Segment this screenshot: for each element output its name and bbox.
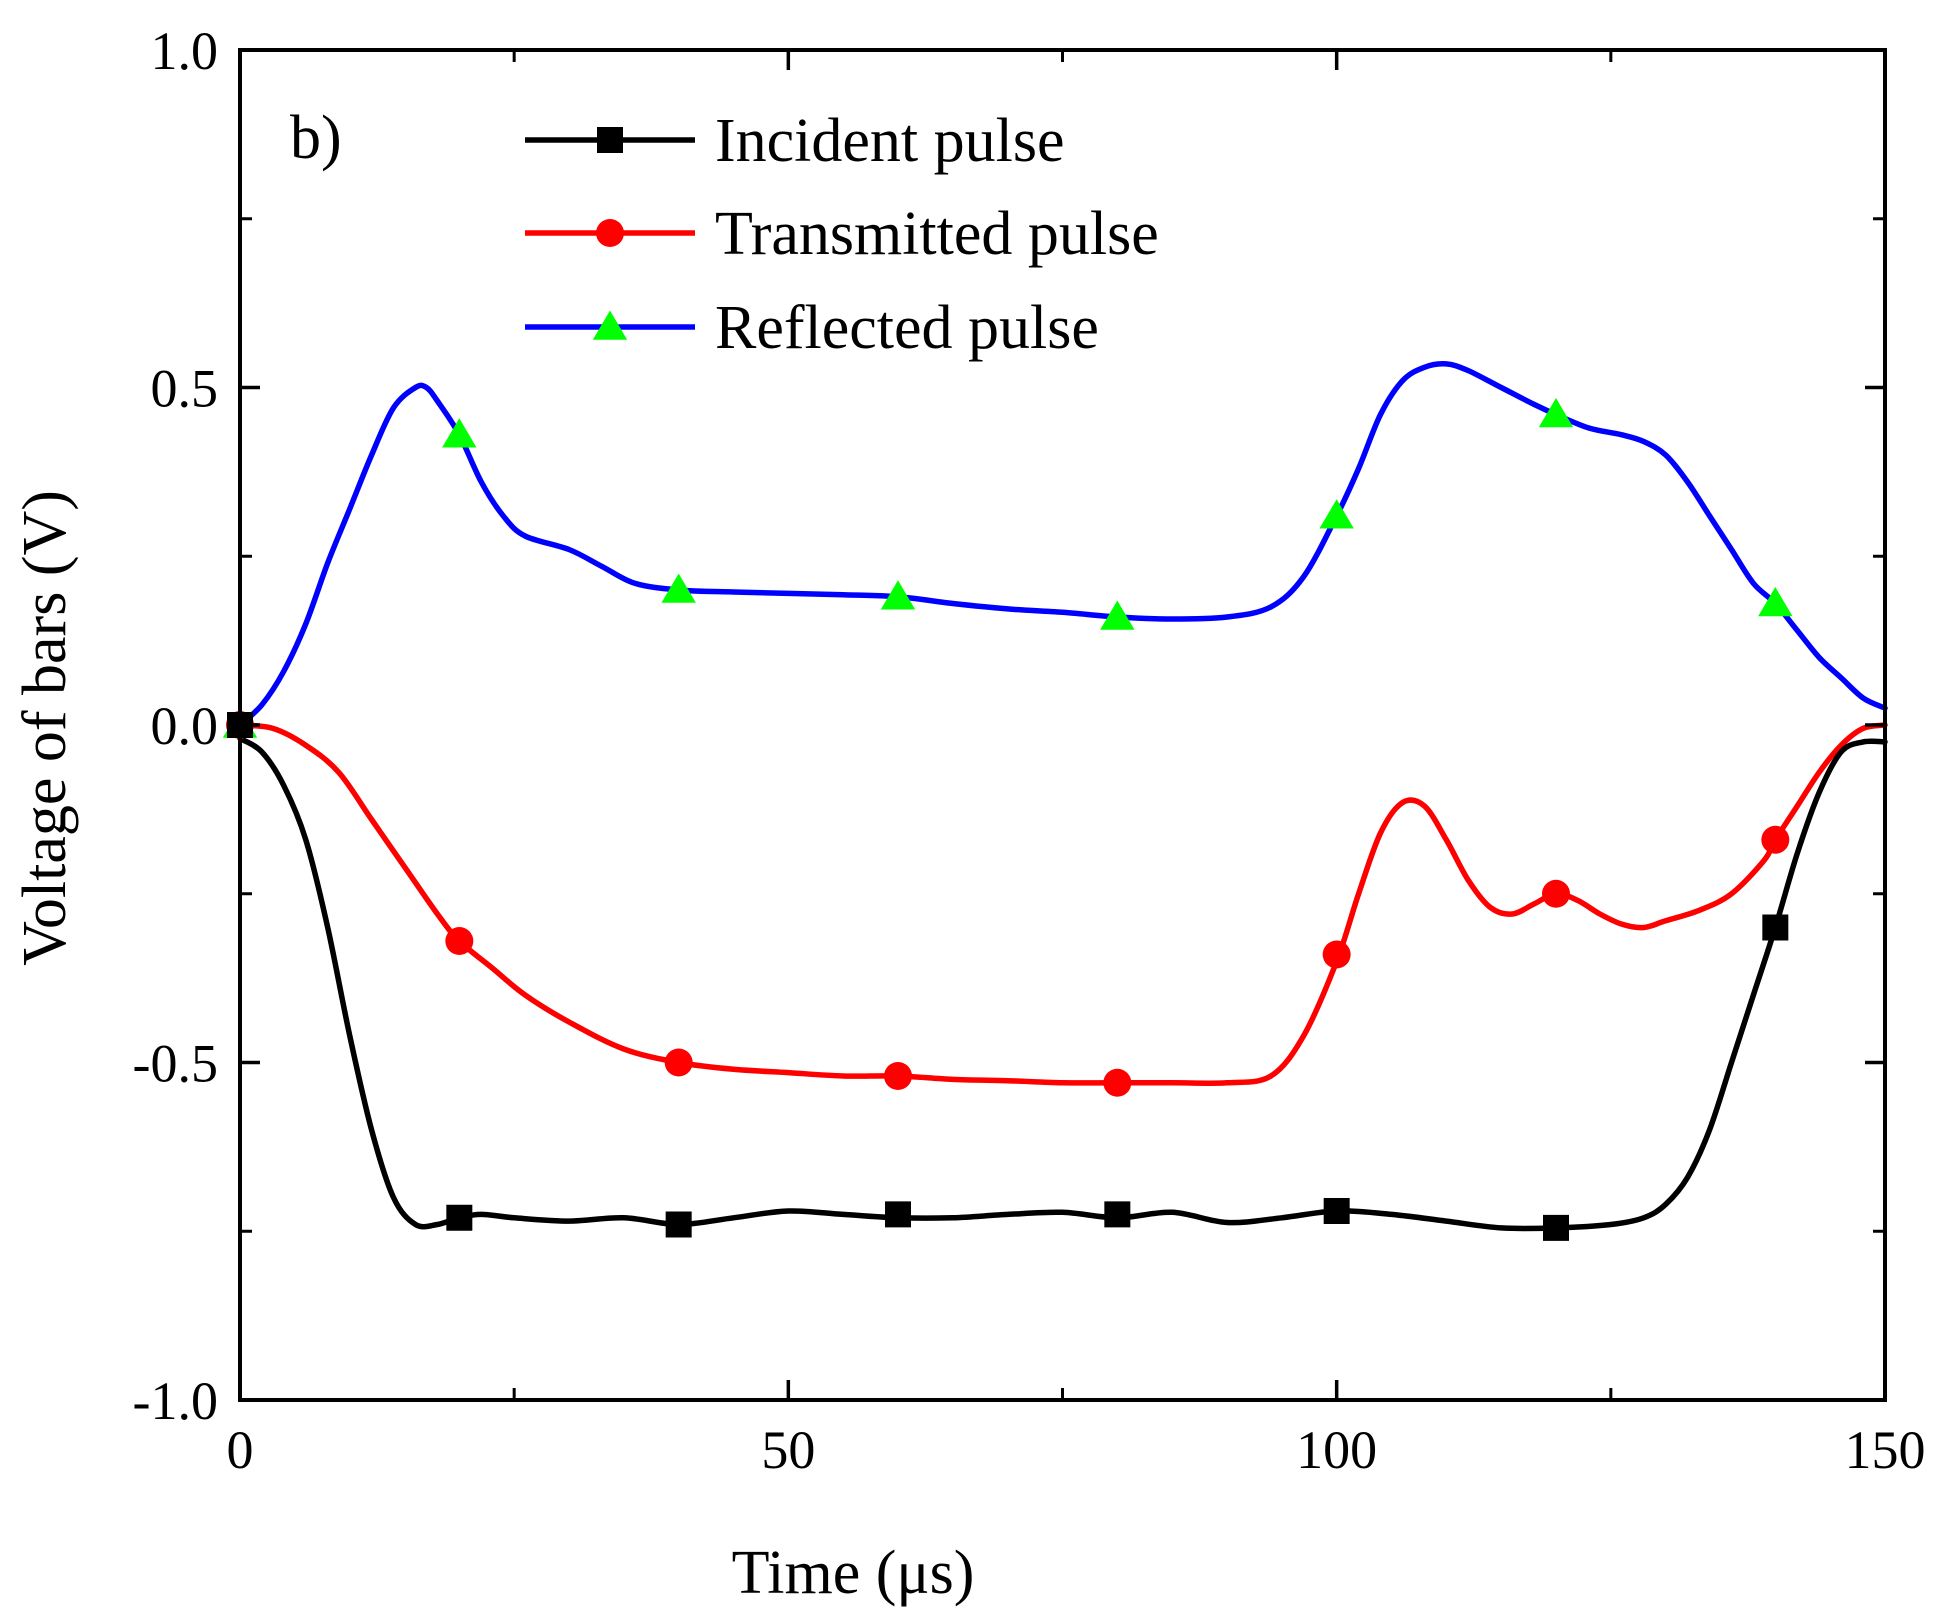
incident-pulse-marker-2 (665, 1211, 692, 1238)
transmitted-pulse-marker-2 (664, 1048, 693, 1077)
reflected-pulse-marker-7 (1758, 587, 1793, 617)
reflected-pulse-marker-2 (661, 573, 696, 603)
legend-incident-pulse-label: Incident pulse (715, 107, 1065, 175)
legend-incident-pulse-marker (597, 127, 623, 153)
transmitted-pulse-marker-6 (1542, 879, 1570, 908)
reflected-pulse-line (237, 361, 1888, 728)
incident-pulse-marker-3 (885, 1201, 911, 1228)
transmitted-pulse-marker-7 (1761, 825, 1790, 854)
transmitted-pulse-marker-3 (884, 1062, 912, 1090)
reflected-pulse-marker-4 (1100, 600, 1135, 630)
y-tick-label-1: 0.5 (151, 359, 219, 419)
legend-transmitted-pulse-marker (596, 219, 624, 247)
legend-reflected-pulse-marker (592, 310, 628, 340)
series-layer (222, 361, 1888, 1241)
x-tick-label-0: 0 (227, 1420, 254, 1480)
y-tick-label-2: 0.0 (151, 696, 219, 756)
incident-pulse-marker-4 (1104, 1201, 1131, 1228)
y-tick-label-0: 1.0 (151, 21, 219, 81)
reflected-pulse-marker-5 (1319, 499, 1354, 529)
incident-pulse-marker-5 (1323, 1198, 1350, 1224)
reflected-pulse-marker-1 (442, 418, 477, 448)
reflected-pulse-marker-6 (1538, 398, 1574, 428)
x-tick-label-50: 50 (761, 1420, 815, 1480)
transmitted-pulse-marker-5 (1322, 940, 1351, 969)
incident-pulse-marker-7 (1762, 914, 1789, 941)
incident-pulse-line (237, 735, 1888, 1232)
panel-label: b) (290, 104, 342, 172)
y-axis-title: Voltage of bars (V) (11, 490, 79, 966)
transmitted-pulse-line (237, 722, 1888, 1087)
x-axis-title: Time (μs) (732, 1539, 975, 1607)
legend-reflected-pulse-label: Reflected pulse (715, 294, 1099, 362)
legend-transmitted-pulse-label: Transmitted pulse (715, 200, 1159, 268)
incident-pulse-marker-1 (446, 1204, 473, 1231)
transmitted-pulse-marker-4 (1103, 1068, 1132, 1097)
axes-layer: 0 50 100 150 1.0 0.5 0.0 -0.5 -1.0 (133, 21, 1926, 1480)
x-tick-label-150: 150 (1845, 1420, 1926, 1480)
reflected-pulse-marker-3 (880, 580, 916, 610)
transmitted-pulse-marker-1 (445, 927, 474, 955)
incident-pulse-marker-6 (1543, 1214, 1569, 1241)
x-tick-label-100: 100 (1296, 1420, 1377, 1480)
y-tick-label-3: -0.5 (133, 1034, 218, 1094)
y-tick-label-4: -1.0 (133, 1371, 218, 1431)
legend: Incident pulse Transmitted pulse Reflected… (525, 107, 1159, 362)
